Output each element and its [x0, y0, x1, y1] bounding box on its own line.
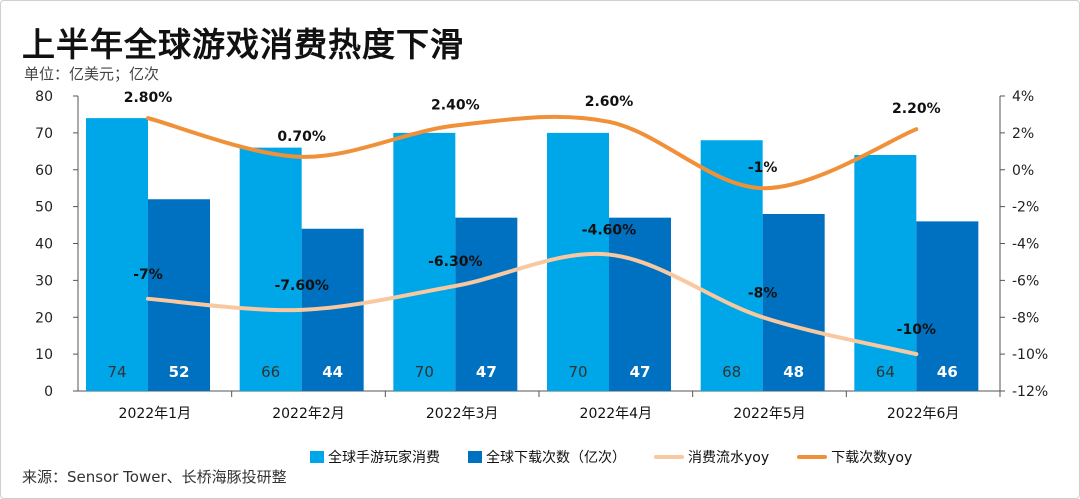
legend-item-consume: 全球手游玩家消费	[310, 447, 440, 467]
left-tick-label: 60	[35, 163, 53, 179]
right-tick-label: -12%	[1012, 384, 1048, 400]
x-tick-label: 2022年3月	[426, 406, 499, 422]
left-tick-label: 40	[35, 237, 53, 253]
bar-value-label-consume: 70	[568, 363, 587, 381]
x-tick-label: 2022年1月	[119, 406, 192, 422]
bar-consume	[86, 118, 148, 391]
legend-item-consume-yoy: 消费流水yoy	[654, 447, 769, 467]
left-tick-label: 80	[35, 89, 53, 105]
right-tick-label: -2%	[1012, 200, 1039, 216]
x-tick-label: 2022年6月	[887, 406, 960, 422]
chart-title: 上半年全球游戏消费热度下滑	[22, 25, 464, 64]
legend-swatch-consume	[310, 451, 324, 463]
bar-consume	[393, 132, 456, 391]
chart: 0 10 20 30 40 50 60 70 80 -12% -10% -8% -6% -4% -2% 0% 2…	[35, 89, 1048, 422]
data-label-download-yoy: 2.20%	[892, 101, 941, 117]
right-tick-label: -6%	[1012, 273, 1039, 289]
data-label-consume-yoy: -8%	[748, 285, 778, 301]
bar-consume	[239, 147, 302, 391]
bar-value-label-download: 47	[476, 363, 497, 381]
bar-value-label-consume: 70	[415, 363, 434, 381]
data-label-download-yoy: 2.80%	[124, 90, 173, 106]
bar-value-label-consume: 64	[876, 363, 895, 381]
legend: 全球手游玩家消费 全球下载次数（亿次） 消费流水yoy 下载次数yoy	[310, 446, 912, 468]
data-label-consume-yoy: -7%	[133, 267, 163, 283]
data-label-consume-yoy: -4.60%	[582, 223, 636, 239]
bar-value-label-consume: 68	[722, 363, 741, 381]
left-tick-label: 10	[35, 347, 53, 363]
bar-value-label-consume: 66	[261, 363, 280, 381]
legend-line-download-yoy	[797, 455, 828, 459]
bar-consume	[700, 140, 763, 391]
data-label-download-yoy: -1%	[748, 160, 778, 176]
bar-value-label-download: 52	[169, 363, 190, 381]
legend-label-download: 全球下载次数（亿次）	[486, 450, 626, 466]
legend-label-download-yoy: 下载次数yoy	[831, 450, 913, 466]
unit-label: 单位：亿美元；亿次	[24, 65, 160, 83]
data-label-consume-yoy: -10%	[897, 322, 936, 338]
bar-consume	[547, 132, 609, 391]
legend-line-consume-yoy	[654, 455, 684, 459]
right-tick-label: -10%	[1012, 347, 1048, 363]
bar-download	[762, 214, 825, 391]
right-tick-label: 4%	[1012, 89, 1034, 105]
bar-download	[455, 217, 518, 391]
x-tick-label: 2022年2月	[272, 406, 345, 422]
x-tick-label: 2022年4月	[580, 406, 653, 422]
line-consume-yoy	[146, 251, 919, 357]
left-tick-label: 30	[35, 273, 53, 289]
bar-value-label-download: 48	[783, 363, 804, 381]
line-download-yoy	[146, 114, 919, 191]
left-tick-label: 50	[35, 200, 53, 216]
bar-download	[609, 217, 671, 391]
data-label-consume-yoy: -6.30%	[428, 254, 482, 270]
legend-label-consume: 全球手游玩家消费	[328, 450, 440, 466]
bar-consume	[854, 155, 917, 391]
data-label-consume-yoy: -7.60%	[274, 278, 328, 294]
bar-value-label-download: 44	[322, 363, 343, 381]
x-tick-label: 2022年5月	[733, 406, 806, 422]
bar-download	[916, 221, 979, 391]
legend-label-consume-yoy: 消费流水yoy	[688, 450, 770, 466]
bar-value-label-download: 46	[937, 363, 958, 381]
data-label-download-yoy: 2.40%	[431, 98, 480, 114]
legend-item-download-yoy: 下载次数yoy	[797, 447, 912, 467]
left-tick-label: 20	[35, 310, 53, 326]
right-tick-label: 2%	[1012, 126, 1034, 142]
left-tick-label: 70	[35, 126, 53, 142]
data-label-download-yoy: 0.70%	[277, 129, 326, 145]
source-note: 来源：Sensor Tower、长桥海豚投研整	[22, 468, 287, 486]
right-tick-label: -4%	[1012, 237, 1039, 253]
left-tick-label: 0	[44, 384, 53, 400]
legend-swatch-download	[468, 451, 482, 463]
bar-value-label-consume: 74	[107, 363, 126, 381]
bar-value-label-download: 47	[630, 363, 651, 381]
right-tick-label: -8%	[1012, 310, 1039, 326]
legend-item-download: 全球下载次数（亿次）	[468, 447, 626, 467]
data-label-download-yoy: 2.60%	[585, 94, 634, 110]
right-tick-label: 0%	[1012, 163, 1034, 179]
bar-download	[148, 199, 210, 391]
